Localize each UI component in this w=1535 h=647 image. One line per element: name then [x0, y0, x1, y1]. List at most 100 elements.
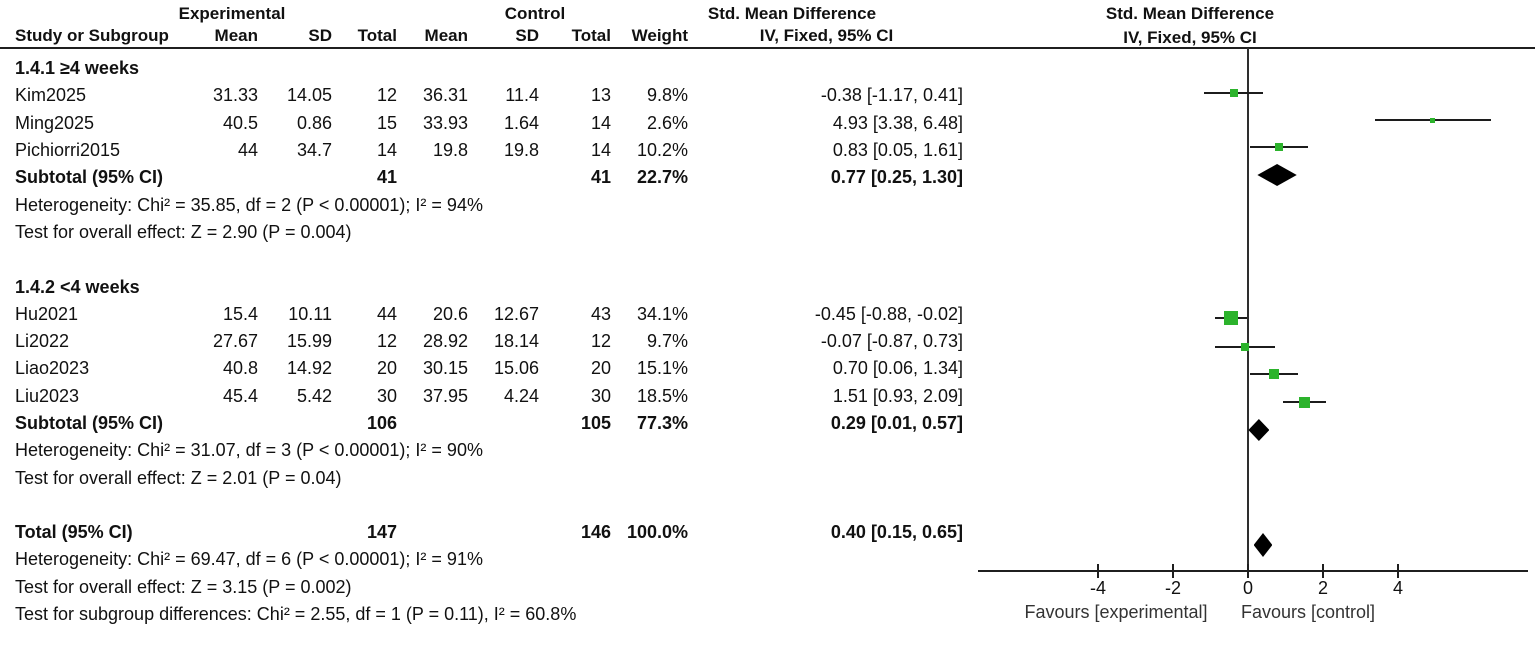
col-ci-text: IV, Fixed, 95% CI	[759, 26, 894, 45]
note-row: Test for overall effect: Z = 2.01 (P = 0…	[0, 464, 965, 491]
cell: 22.7%	[636, 167, 688, 188]
note-text: Test for subgroup differences: Chi² = 2.…	[15, 604, 577, 625]
cell: 15.06	[493, 358, 539, 379]
effect-square	[1275, 143, 1284, 151]
study-label: Total (95% CI)	[15, 522, 133, 543]
cell: 43	[590, 303, 611, 324]
study-row: Kim2025 31.33 14.05 12 36.31 11.4 13 9.8% -0.38 …	[0, 82, 965, 109]
cell: 12.67	[493, 303, 539, 324]
study-row: Ming2025 40.5 0.86 15 33.93 1.64 14 2.6% 4.93 [3…	[0, 110, 965, 137]
cell: 44	[376, 303, 397, 324]
cell: -0.07 [-0.87, 0.73]	[820, 331, 963, 352]
table-body: 1.4.1 ≥4 weeks Kim2025 31.33 14.05 12 36.31 11…	[0, 55, 965, 628]
cell: 18.14	[493, 331, 539, 352]
cell: 4.24	[503, 385, 539, 406]
cell: 0.29 [0.01, 0.57]	[830, 413, 963, 433]
cell: 9.8%	[646, 85, 688, 106]
axis-tick-label: -4	[1089, 578, 1107, 598]
cell: 15	[376, 112, 397, 133]
header-divider	[0, 47, 1535, 49]
col-sd-experimental: SD	[308, 26, 332, 45]
note-text: Heterogeneity: Chi² = 35.85, df = 2 (P <…	[15, 194, 483, 215]
subtotal-row: Subtotal (95% CI) 41 41 22.7% 0.77 [0.25, 1.…	[0, 164, 965, 191]
cell: 11.4	[505, 85, 539, 106]
effect-square	[1229, 89, 1238, 97]
note-text: Test for overall effect: Z = 2.90 (P = 0…	[15, 221, 352, 242]
subtotal-row: Subtotal (95% CI) 106 105 77.3% 0.29 [0.01, …	[0, 410, 965, 437]
cell: 20	[376, 358, 397, 379]
axis-tick-label: 4	[1392, 578, 1404, 598]
cell: 12	[590, 331, 611, 352]
study-label: Ming2025	[15, 112, 95, 133]
note-row: Heterogeneity: Chi² = 31.07, df = 3 (P <…	[0, 437, 965, 464]
cell: 14.92	[286, 358, 332, 379]
note-row: Test for subgroup differences: Chi² = 2.…	[0, 601, 965, 628]
study-label: Liu2023	[15, 385, 80, 406]
cell: 34.7	[296, 140, 332, 161]
axis-tick	[1322, 564, 1324, 578]
axis-tick-label: 2	[1317, 578, 1329, 598]
study-row: Liu2023 45.4 5.42 30 37.95 4.24 30 18.5% 1.51 [0…	[0, 383, 965, 410]
col-mean-control: Mean	[424, 26, 468, 45]
effect-square	[1299, 396, 1311, 408]
pooled-diamond	[1253, 533, 1273, 557]
study-row: Pichiorri2015 44 34.7 14 19.8 19.8 14 10.2% 0.83…	[0, 137, 965, 164]
cell: 146	[580, 522, 611, 543]
cell: 34.1%	[636, 303, 688, 324]
cell: 14.05	[286, 85, 332, 106]
cell: 20.6	[432, 303, 468, 324]
cell: 100.0%	[626, 522, 688, 543]
axis-tick-label: 0	[1242, 578, 1254, 598]
note-row: Heterogeneity: Chi² = 35.85, df = 2 (P <…	[0, 191, 965, 218]
cell: 36.31	[422, 85, 468, 106]
cell: 10.11	[288, 303, 332, 324]
cell: 15.1%	[636, 358, 688, 379]
cell: 77.3%	[636, 413, 688, 433]
cell: 9.7%	[646, 331, 688, 352]
cell: 18.5%	[636, 385, 688, 406]
control-group-header: Control	[504, 4, 566, 23]
col-ci-graph: IV, Fixed, 95% CI	[1123, 28, 1257, 47]
study-row: Hu2021 15.4 10.11 44 20.6 12.67 43 34.1% -0.45 […	[0, 301, 965, 328]
note-text: Heterogeneity: Chi² = 69.47, df = 6 (P <…	[15, 549, 483, 570]
cell: 2.6%	[646, 112, 688, 133]
cell: 15.4	[222, 303, 258, 324]
cell: 19.8	[432, 140, 468, 161]
cell: 30	[590, 385, 611, 406]
favours-control-label: Favours [control]	[1240, 602, 1376, 622]
cell: 0.77 [0.25, 1.30]	[830, 167, 963, 188]
study-label: Subtotal (95% CI)	[15, 413, 164, 433]
study-label: Pichiorri2015	[15, 140, 121, 161]
cell: 15.99	[286, 331, 332, 352]
cell: 10.2%	[636, 140, 688, 161]
cell: 41	[590, 167, 611, 188]
col-study-or-subgroup: Study or Subgroup	[15, 26, 169, 45]
axis-tick	[1097, 564, 1099, 578]
x-axis	[978, 570, 1528, 572]
favours-experimental-label: Favours [experimental]	[1024, 602, 1208, 622]
cell: 1.51 [0.93, 2.09]	[832, 385, 963, 406]
cell: 31.33	[212, 85, 258, 106]
col-mean-experimental: Mean	[214, 26, 258, 45]
column-header-row: Study or Subgroup Mean SD Total Mean SD …	[0, 26, 965, 46]
title-row: 1.4.2 <4 weeks	[0, 273, 965, 300]
axis-tick	[1172, 564, 1174, 578]
axis-tick	[1397, 564, 1399, 578]
cell: 4.93 [3.38, 6.48]	[832, 112, 963, 133]
cell: 37.95	[422, 385, 468, 406]
cell: 106	[366, 413, 397, 433]
cell: 40.5	[222, 112, 258, 133]
study-row: Liao2023 40.8 14.92 20 30.15 15.06 20 15.1% 0.70…	[0, 355, 965, 382]
cell: 0.86	[296, 112, 332, 133]
effect-square	[1269, 369, 1280, 379]
note-row: Test for overall effect: Z = 3.15 (P = 0…	[0, 574, 965, 601]
cell: -0.45 [-0.88, -0.02]	[814, 303, 963, 324]
subtotal-row: Total (95% CI) 147 146 100.0% 0.40 [0.15, 0.…	[0, 519, 965, 546]
effect-square	[1430, 117, 1436, 123]
cell: 12	[376, 331, 397, 352]
cell: 40.8	[222, 358, 258, 379]
cell: 14	[590, 112, 611, 133]
study-row: Li2022 27.67 15.99 12 28.92 18.14 12 9.7% -0.07 …	[0, 328, 965, 355]
title-row: 1.4.1 ≥4 weeks	[0, 55, 965, 82]
